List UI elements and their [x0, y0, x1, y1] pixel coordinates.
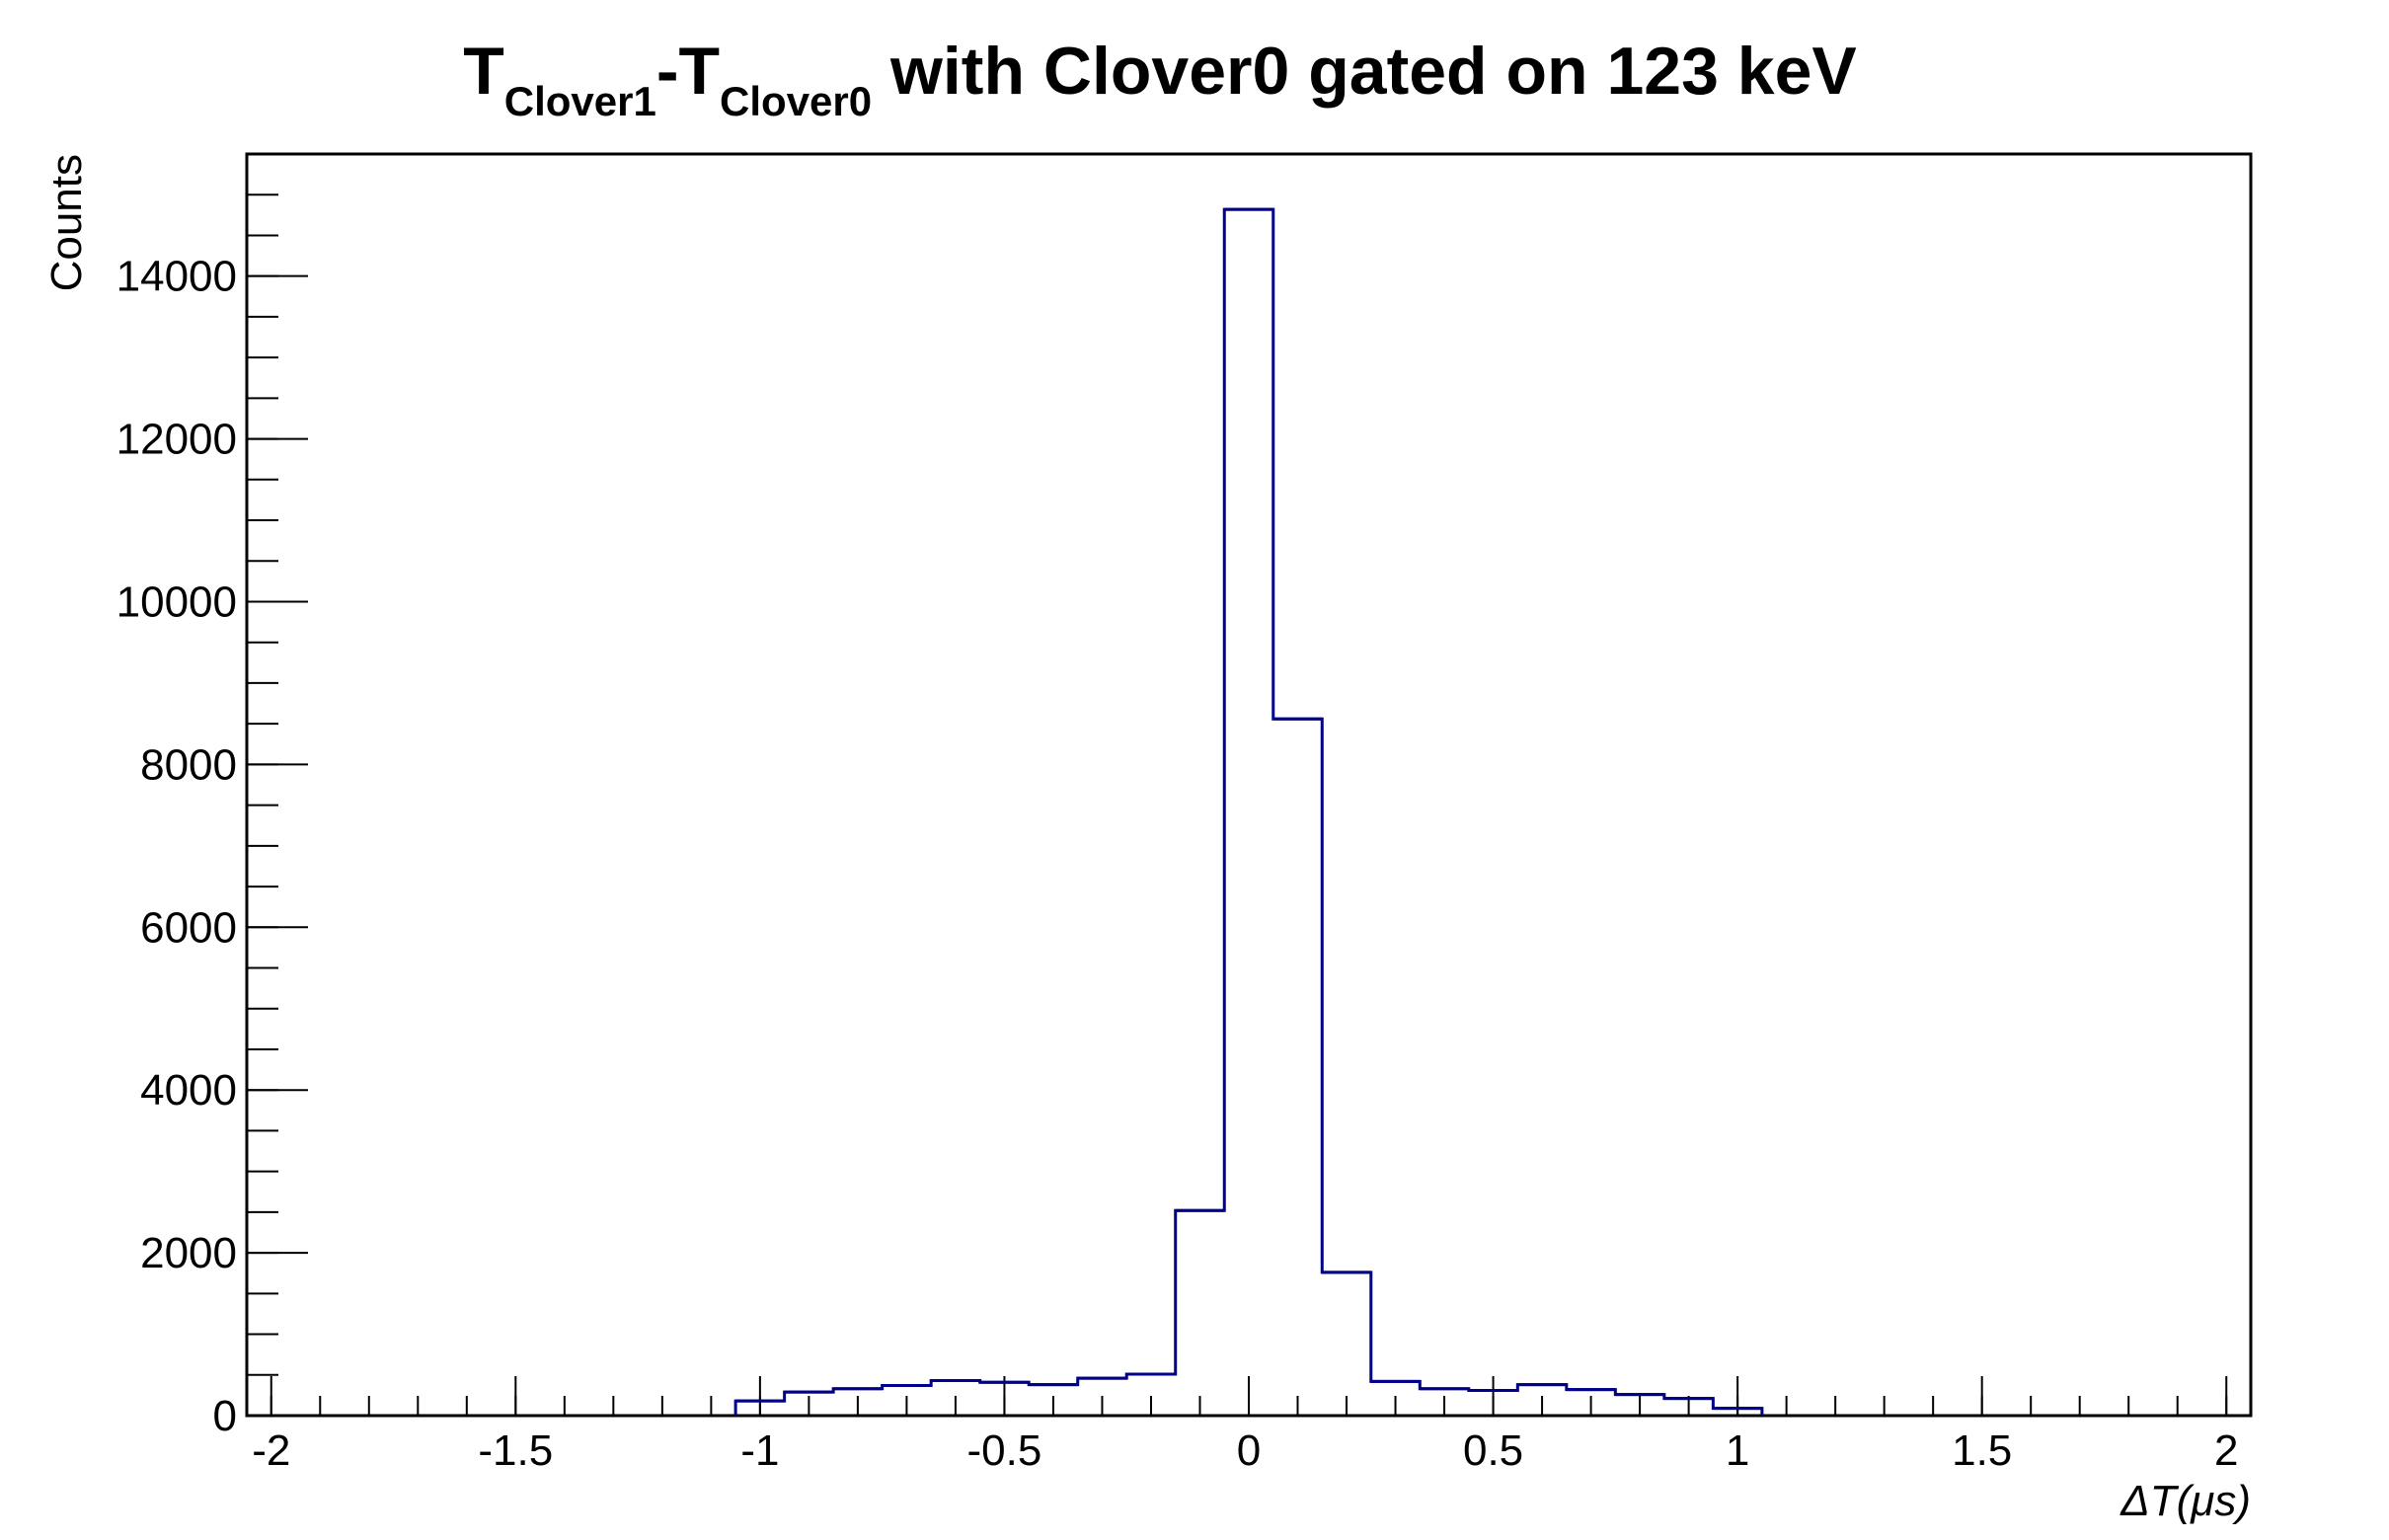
y-tick-label: 10000 [116, 578, 237, 626]
x-tick-label: 0 [1237, 1426, 1261, 1475]
chart-title: TClover1-TClover0 with Clover0 gated on … [463, 34, 1857, 124]
title-sub1: Clover1 [504, 78, 656, 124]
x-tick-label: -1.5 [478, 1426, 553, 1475]
y-tick-label: 14000 [116, 253, 237, 301]
title-sub2: Clover0 [720, 78, 872, 124]
title-t1: T [463, 34, 504, 109]
y-axis: 0 2000 4000 6000 8000 10000 12000 14000 [116, 153, 308, 1440]
x-tick-label: 2 [2214, 1426, 2238, 1475]
y-tick-label: 12000 [116, 416, 237, 464]
y-axis-title: Counts [42, 154, 91, 291]
x-tick-label: 0.5 [1463, 1426, 1523, 1475]
y-tick-label: 0 [213, 1392, 237, 1440]
y-tick-label: 6000 [140, 903, 237, 952]
x-tick-label: -1 [740, 1426, 779, 1475]
x-tick-label: 1 [1726, 1426, 1749, 1475]
title-t2: T [679, 34, 721, 109]
x-axis-title: ΔT(μs) [2119, 1477, 2251, 1525]
x-tick-label: -0.5 [967, 1426, 1042, 1475]
title-dash: - [656, 34, 679, 109]
y-tick-label: 4000 [140, 1066, 237, 1115]
x-axis: -2 -1.5 -1 -0.5 0 0.5 1 1.5 2 [252, 1376, 2238, 1475]
x-tick-label: 1.5 [1952, 1426, 2012, 1475]
histogram-bins [735, 207, 1762, 1411]
y-tick-label: 2000 [140, 1229, 237, 1277]
x-tick-label: -2 [252, 1426, 290, 1475]
title-rest: with Clover0 gated on 123 keV [872, 34, 1857, 109]
y-tick-label: 8000 [140, 740, 237, 789]
